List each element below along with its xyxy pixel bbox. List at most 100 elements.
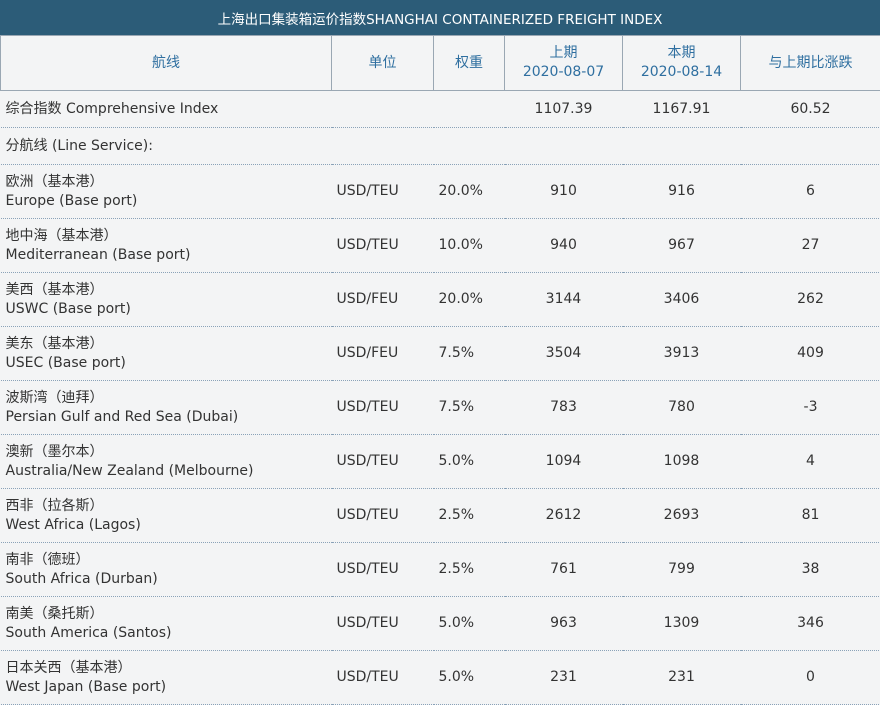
route-name-cn: 日本关西（基本港） bbox=[5, 659, 132, 676]
route-previous: 783 bbox=[504, 380, 623, 435]
route-name-cn: 南美（桑托斯） bbox=[5, 605, 104, 622]
route-name-cn: 欧洲（基本港） bbox=[5, 173, 104, 190]
route-current: 3913 bbox=[622, 326, 741, 381]
route-unit: USD/TEU bbox=[331, 650, 434, 705]
line-service-label: 分航线 (Line Service): bbox=[0, 127, 880, 165]
route-name: 南美（桑托斯） South America (Santos) bbox=[0, 596, 332, 651]
route-current: 231 bbox=[622, 650, 741, 705]
route-name-cn: 南非（德班） bbox=[5, 551, 90, 568]
route-previous: 963 bbox=[504, 596, 623, 651]
route-weight: 5.0% bbox=[433, 596, 505, 651]
table-row: 波斯湾（迪拜） Persian Gulf and Red Sea (Dubai) U… bbox=[0, 380, 880, 435]
route-change: 4 bbox=[740, 434, 880, 489]
route-weight: 2.5% bbox=[433, 488, 505, 543]
header-current-period: 本期 2020-08-14 bbox=[622, 35, 741, 91]
route-weight: 5.0% bbox=[433, 650, 505, 705]
route-name-cn: 美西（基本港） bbox=[5, 281, 104, 298]
route-name: 美东（基本港） USEC (Base port) bbox=[0, 326, 332, 381]
line-service-row: 分航线 (Line Service): bbox=[0, 127, 880, 165]
route-current: 916 bbox=[622, 164, 741, 219]
route-weight: 2.5% bbox=[433, 542, 505, 597]
route-unit: USD/FEU bbox=[331, 326, 434, 381]
route-unit: USD/TEU bbox=[331, 218, 434, 273]
route-previous: 3504 bbox=[504, 326, 623, 381]
table-row: 南美（桑托斯） South America (Santos) USD/TEU 5.0%… bbox=[0, 596, 880, 651]
header-change: 与上期比涨跌 bbox=[740, 35, 880, 91]
route-name-cn: 波斯湾（迪拜） bbox=[5, 389, 104, 406]
route-previous: 2612 bbox=[504, 488, 623, 543]
header-unit: 单位 bbox=[331, 35, 434, 91]
table-row: 日本关西（基本港） West Japan (Base port) USD/TEU 5.… bbox=[0, 650, 880, 705]
route-weight: 7.5% bbox=[433, 380, 505, 435]
route-name-cn: 美东（基本港） bbox=[5, 335, 104, 352]
route-name-cn: 西非（拉各斯） bbox=[5, 497, 104, 514]
comprehensive-index-name: 综合指数 Comprehensive Index bbox=[0, 90, 332, 128]
route-change: 6 bbox=[740, 164, 880, 219]
route-change: 27 bbox=[740, 218, 880, 273]
route-name-en: West Africa (Lagos) bbox=[5, 516, 141, 533]
comprehensive-index-current: 1167.91 bbox=[622, 90, 741, 128]
table-row: 地中海（基本港） Mediterranean (Base port) USD/TEU… bbox=[0, 218, 880, 273]
route-current: 1309 bbox=[622, 596, 741, 651]
route-name-en: West Japan (Base port) bbox=[5, 678, 167, 695]
route-name: 日本关西（基本港） West Japan (Base port) bbox=[0, 650, 332, 705]
route-change: 346 bbox=[740, 596, 880, 651]
table-row: 澳新（墨尔本） Australia/New Zealand (Melbourne)… bbox=[0, 434, 880, 489]
route-name: 澳新（墨尔本） Australia/New Zealand (Melbourne) bbox=[0, 434, 332, 489]
comprehensive-index-unit bbox=[331, 90, 434, 128]
route-current: 967 bbox=[622, 218, 741, 273]
route-name-en: Mediterranean (Base port) bbox=[5, 246, 191, 263]
route-name: 西非（拉各斯） West Africa (Lagos) bbox=[0, 488, 332, 543]
route-current: 780 bbox=[622, 380, 741, 435]
route-name-en: South America (Santos) bbox=[5, 624, 172, 641]
comprehensive-index-weight bbox=[433, 90, 505, 128]
comprehensive-index-previous: 1107.39 bbox=[504, 90, 623, 128]
route-change: 38 bbox=[740, 542, 880, 597]
route-name-en: USWC (Base port) bbox=[5, 300, 131, 317]
route-name: 美西（基本港） USWC (Base port) bbox=[0, 272, 332, 327]
route-name-en: Persian Gulf and Red Sea (Dubai) bbox=[5, 408, 239, 425]
table-row: 欧洲（基本港） Europe (Base port) USD/TEU 20.0% 910… bbox=[0, 164, 880, 219]
route-name-en: Australia/New Zealand (Melbourne) bbox=[5, 462, 254, 479]
route-weight: 20.0% bbox=[433, 272, 505, 327]
route-change: -3 bbox=[740, 380, 880, 435]
route-change: 409 bbox=[740, 326, 880, 381]
header-previous-label: 上期 bbox=[549, 45, 578, 61]
route-previous: 940 bbox=[504, 218, 623, 273]
freight-index-table: 航线 单位 权重 上期 2020-08-07 本期 2020-08-14 与上期… bbox=[0, 35, 880, 705]
route-unit: USD/FEU bbox=[331, 272, 434, 327]
route-unit: USD/TEU bbox=[331, 434, 434, 489]
route-name: 南非（德班） South Africa (Durban) bbox=[0, 542, 332, 597]
table-row: 美东（基本港） USEC (Base port) USD/FEU 7.5% 3504 39… bbox=[0, 326, 880, 381]
header-weight: 权重 bbox=[433, 35, 505, 91]
route-current: 1098 bbox=[622, 434, 741, 489]
header-row: 航线 单位 权重 上期 2020-08-07 本期 2020-08-14 与上期… bbox=[0, 35, 880, 91]
route-name-en: South Africa (Durban) bbox=[5, 570, 158, 587]
route-current: 799 bbox=[622, 542, 741, 597]
comprehensive-index-change: 60.52 bbox=[740, 90, 880, 128]
route-unit: USD/TEU bbox=[331, 488, 434, 543]
comprehensive-index-row: 综合指数 Comprehensive Index 1107.39 1167.91… bbox=[0, 90, 880, 128]
route-weight: 10.0% bbox=[433, 218, 505, 273]
route-name: 地中海（基本港） Mediterranean (Base port) bbox=[0, 218, 332, 273]
route-previous: 761 bbox=[504, 542, 623, 597]
route-name-en: Europe (Base port) bbox=[5, 192, 138, 209]
route-name: 波斯湾（迪拜） Persian Gulf and Red Sea (Dubai) bbox=[0, 380, 332, 435]
route-change: 0 bbox=[740, 650, 880, 705]
route-change: 81 bbox=[740, 488, 880, 543]
route-weight: 5.0% bbox=[433, 434, 505, 489]
route-previous: 231 bbox=[504, 650, 623, 705]
route-unit: USD/TEU bbox=[331, 596, 434, 651]
route-name-cn: 澳新（墨尔本） bbox=[5, 443, 104, 460]
header-route: 航线 bbox=[0, 35, 332, 91]
header-current-label: 本期 bbox=[667, 45, 696, 61]
route-unit: USD/TEU bbox=[331, 542, 434, 597]
header-previous-period: 上期 2020-08-07 bbox=[504, 35, 623, 91]
route-current: 3406 bbox=[622, 272, 741, 327]
route-previous: 910 bbox=[504, 164, 623, 219]
table-row: 美西（基本港） USWC (Base port) USD/FEU 20.0% 3144 3… bbox=[0, 272, 880, 327]
route-name-en: USEC (Base port) bbox=[5, 354, 126, 371]
route-weight: 20.0% bbox=[433, 164, 505, 219]
route-previous: 3144 bbox=[504, 272, 623, 327]
route-change: 262 bbox=[740, 272, 880, 327]
